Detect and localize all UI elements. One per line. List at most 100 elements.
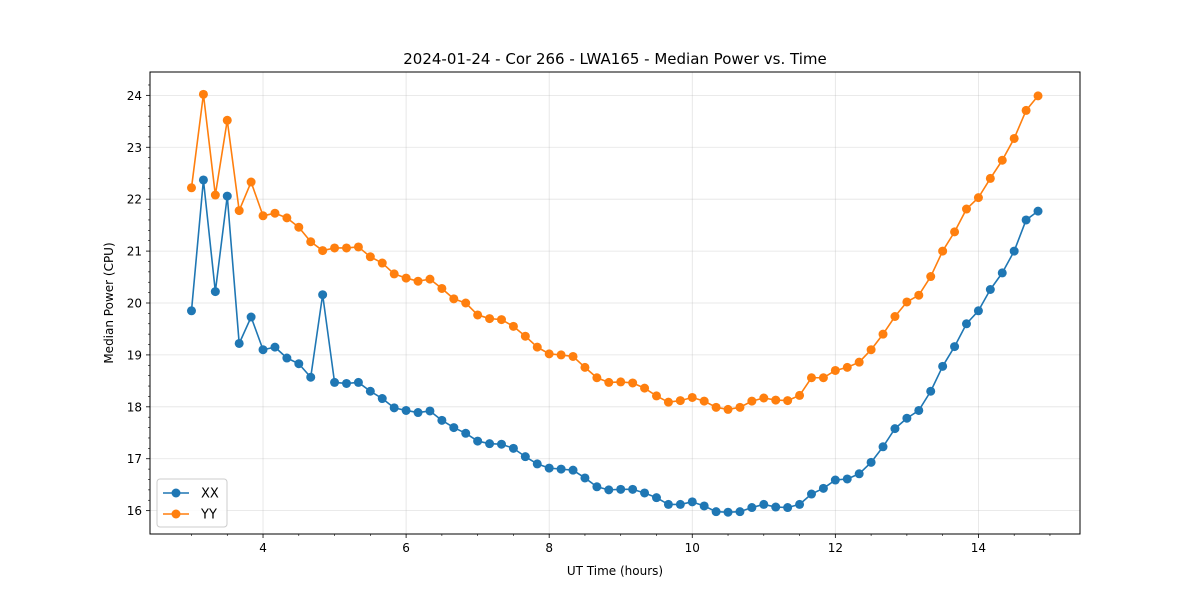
legend-marker-xx xyxy=(171,488,181,498)
y-tick-label: 18 xyxy=(127,400,142,414)
data-point-xx xyxy=(806,489,816,499)
data-point-yy xyxy=(687,392,697,402)
data-point-xx xyxy=(890,424,900,434)
data-point-yy xyxy=(723,404,733,414)
data-point-yy xyxy=(747,396,757,406)
data-point-xx xyxy=(699,501,709,511)
x-tick-label: 6 xyxy=(402,541,410,555)
data-point-yy xyxy=(186,183,196,193)
data-point-xx xyxy=(496,439,506,449)
data-point-xx xyxy=(961,319,971,329)
data-point-xx xyxy=(818,483,828,493)
data-point-yy xyxy=(568,351,578,361)
data-point-xx xyxy=(663,499,673,509)
data-point-xx xyxy=(449,423,459,433)
data-point-xx xyxy=(389,403,399,413)
data-point-xx xyxy=(222,191,232,201)
data-point-yy xyxy=(651,391,661,401)
data-point-xx xyxy=(473,436,483,446)
chart-title: 2024-01-24 - Cor 266 - LWA165 - Median P… xyxy=(403,50,827,68)
data-point-yy xyxy=(413,276,423,286)
data-point-xx xyxy=(783,503,793,513)
data-point-xx xyxy=(651,493,661,503)
data-point-xx xyxy=(365,386,375,396)
x-axis-label: UT Time (hours) xyxy=(567,564,663,578)
data-point-yy xyxy=(234,206,244,216)
data-point-yy xyxy=(604,377,614,387)
data-point-yy xyxy=(270,208,280,218)
x-tick-label: 8 xyxy=(545,541,553,555)
data-point-yy xyxy=(222,115,232,125)
y-tick-label: 16 xyxy=(127,504,142,518)
data-point-yy xyxy=(496,315,506,325)
y-tick-label: 21 xyxy=(127,245,142,259)
data-point-xx xyxy=(341,378,351,388)
data-point-xx xyxy=(842,474,852,484)
data-point-xx xyxy=(186,306,196,316)
data-point-yy xyxy=(592,373,602,383)
data-point-yy xyxy=(854,357,864,367)
data-point-yy xyxy=(640,383,650,393)
data-point-yy xyxy=(1021,105,1031,115)
data-point-xx xyxy=(306,372,316,382)
data-point-xx xyxy=(878,442,888,452)
data-point-xx xyxy=(210,287,220,297)
data-point-yy xyxy=(520,331,530,341)
data-point-xx xyxy=(616,484,626,494)
data-point-yy xyxy=(663,397,673,407)
data-point-yy xyxy=(365,252,375,262)
data-point-xx xyxy=(747,503,757,513)
data-point-yy xyxy=(997,155,1007,165)
y-tick-label: 23 xyxy=(127,141,142,155)
data-point-yy xyxy=(246,177,256,187)
data-point-xx xyxy=(902,413,912,423)
data-point-xx xyxy=(592,482,602,492)
data-point-xx xyxy=(556,464,566,474)
data-point-xx xyxy=(330,377,340,387)
data-point-yy xyxy=(735,402,745,412)
data-point-yy xyxy=(985,173,995,183)
data-point-xx xyxy=(1033,206,1043,216)
data-point-yy xyxy=(377,258,387,268)
data-point-xx xyxy=(640,488,650,498)
data-point-yy xyxy=(1033,91,1043,101)
data-point-yy xyxy=(914,290,924,300)
data-point-xx xyxy=(437,415,447,425)
data-point-xx xyxy=(485,439,495,449)
data-point-yy xyxy=(198,89,208,99)
data-point-xx xyxy=(926,386,936,396)
data-point-yy xyxy=(902,297,912,307)
data-point-yy xyxy=(580,362,590,372)
data-point-yy xyxy=(842,362,852,372)
data-point-xx xyxy=(508,443,518,453)
x-tick-label: 12 xyxy=(828,541,843,555)
data-point-xx xyxy=(938,361,948,371)
data-point-yy xyxy=(818,373,828,383)
y-axis-label: Median Power (CPU) xyxy=(102,242,116,363)
data-point-yy xyxy=(1009,133,1019,143)
data-point-xx xyxy=(353,377,363,387)
data-point-xx xyxy=(985,285,995,294)
data-point-xx xyxy=(532,459,542,469)
legend: XX YY xyxy=(156,478,228,528)
data-point-xx xyxy=(1009,246,1019,256)
data-point-xx xyxy=(687,497,697,507)
y-tick-label: 22 xyxy=(127,193,142,207)
data-point-xx xyxy=(282,353,292,363)
data-point-yy xyxy=(795,390,805,400)
data-point-xx xyxy=(246,312,256,322)
data-point-xx xyxy=(795,499,805,509)
data-point-yy xyxy=(258,211,268,221)
data-point-yy xyxy=(938,246,948,256)
data-point-xx xyxy=(318,290,328,300)
data-point-xx xyxy=(628,484,638,494)
data-point-yy xyxy=(890,312,900,321)
series-layer xyxy=(186,89,1043,517)
data-point-yy xyxy=(866,345,876,355)
data-point-xx xyxy=(544,463,554,473)
data-point-yy xyxy=(830,365,840,375)
data-point-xx xyxy=(425,406,435,416)
data-point-yy xyxy=(771,395,781,405)
data-point-xx xyxy=(1021,215,1031,225)
data-point-yy xyxy=(544,349,554,359)
